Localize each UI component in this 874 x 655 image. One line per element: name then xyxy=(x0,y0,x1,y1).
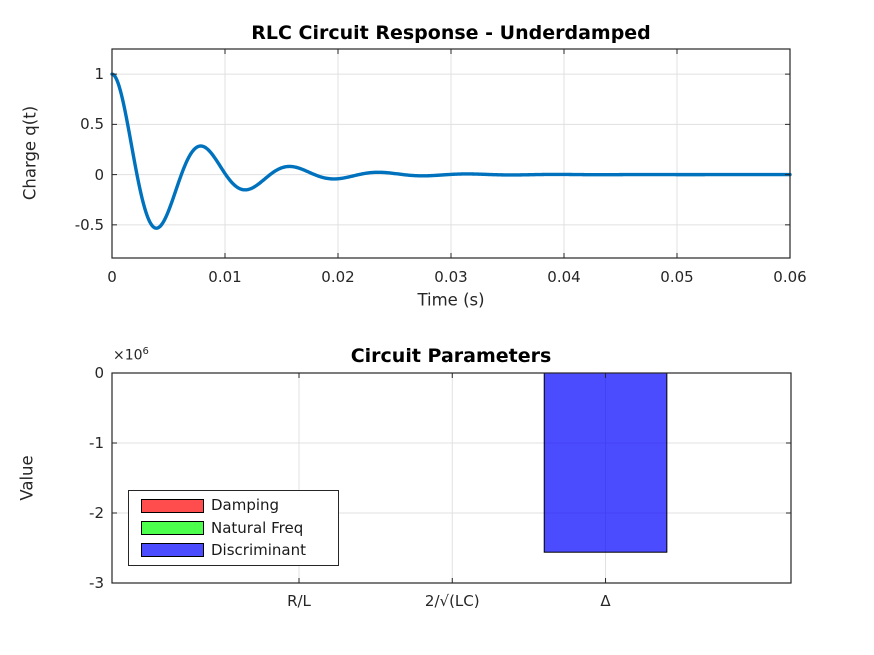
axes-box xyxy=(111,48,791,259)
legend-row-damping: Damping xyxy=(141,498,338,513)
y-tick-label: 1 xyxy=(94,65,104,84)
legend-row-natural-freq: Natural Freq xyxy=(141,518,338,537)
x-tick-label: 0.01 xyxy=(208,268,242,286)
legend-label-discriminant: Discriminant xyxy=(211,540,306,559)
y-tick-label: 0 xyxy=(94,364,104,382)
time-axis-label: Time (s) xyxy=(417,290,485,310)
y-tick-label: -0.5 xyxy=(74,215,104,234)
legend-swatch-natural-freq xyxy=(141,521,204,535)
x-tick-label: 0.02 xyxy=(321,268,355,286)
params-chart-title: Circuit Parameters xyxy=(350,345,552,367)
legend-swatch-damping xyxy=(141,498,204,513)
value-axis-label: Value xyxy=(17,455,37,501)
y-tick-label: -2 xyxy=(89,504,104,522)
y-tick-label: -1 xyxy=(89,434,104,452)
rlc-chart-title: RLC Circuit Response - Underdamped xyxy=(251,22,651,44)
x-tick-label: Δ xyxy=(600,592,611,610)
legend-label-damping: Damping xyxy=(211,496,280,515)
y-tick-label: 0.5 xyxy=(80,115,104,134)
x-tick-label: 2/√(LC) xyxy=(424,592,480,610)
legend: Damping Natural Freq Discriminant xyxy=(128,490,339,566)
y-tick-label: -3 xyxy=(89,574,104,592)
axes-box xyxy=(111,372,792,584)
charge-axis-label: Charge q(t) xyxy=(20,105,40,201)
multiplier-base: ×10 xyxy=(113,347,143,364)
legend-row-discriminant: Discriminant xyxy=(141,540,338,559)
y-axis-multiplier: ×106 xyxy=(113,346,149,364)
multiplier-exponent: 6 xyxy=(142,346,149,357)
y-tick-label: 0 xyxy=(94,165,104,184)
legend-label-natural-freq: Natural Freq xyxy=(211,518,304,537)
x-tick-label: 0.06 xyxy=(773,268,807,286)
x-tick-label: 0.04 xyxy=(547,268,581,286)
x-tick-label: 0.05 xyxy=(660,268,694,286)
x-tick-label: 0.03 xyxy=(434,268,468,286)
response-curve xyxy=(110,72,792,230)
bar-Δ xyxy=(543,372,668,553)
x-tick-label: 0 xyxy=(107,268,117,286)
x-tick-label: R/L xyxy=(287,592,311,610)
legend-swatch-discriminant xyxy=(141,543,204,558)
